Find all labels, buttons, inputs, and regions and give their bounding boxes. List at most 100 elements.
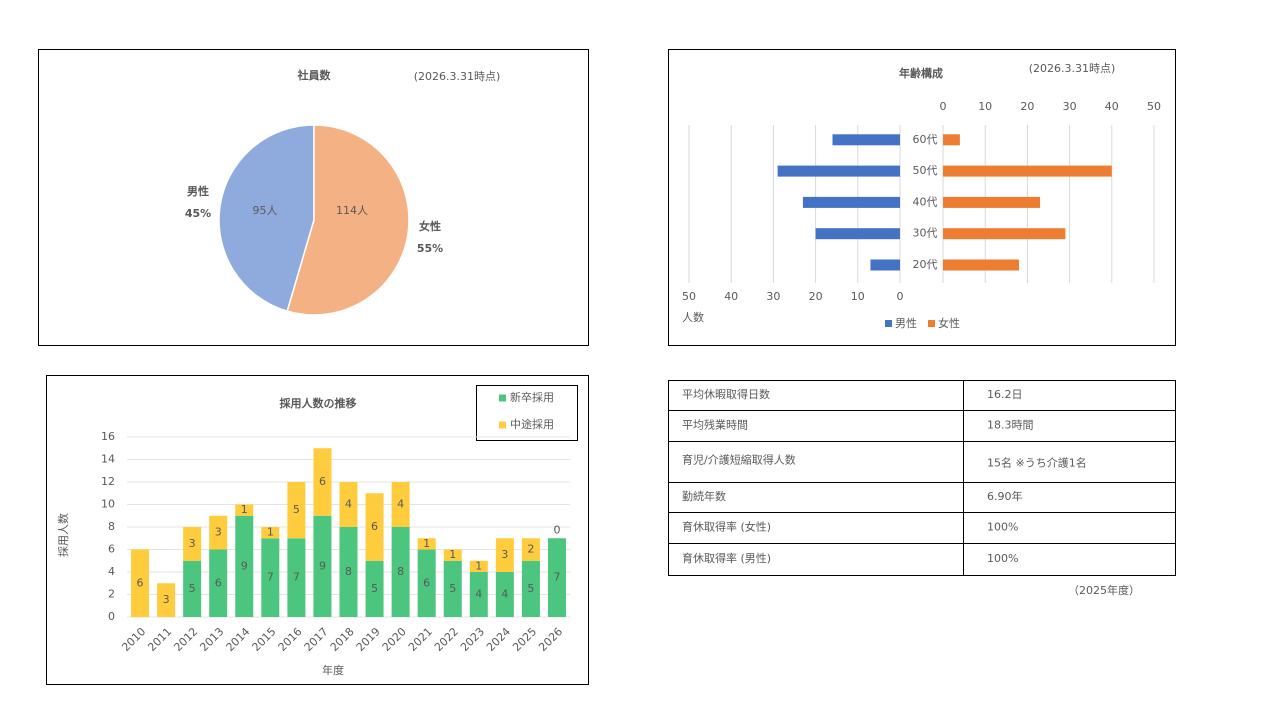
bar-value-label: 4 xyxy=(397,498,404,511)
y-axis-label: 採用人数 xyxy=(56,513,70,557)
bar-segment xyxy=(495,538,514,572)
x-tick-label: 40 xyxy=(1105,100,1119,113)
category-label: 60代 xyxy=(913,133,938,146)
bar xyxy=(943,196,1041,208)
bar xyxy=(943,228,1066,240)
x-tick-label: 10 xyxy=(851,290,865,303)
bar-value-label: 7 xyxy=(267,571,274,584)
category-label: 30代 xyxy=(913,227,938,240)
bar-value-label: 1 xyxy=(267,526,274,539)
x-tick-label: 2024 xyxy=(484,625,513,654)
slice-category-label: 女性 xyxy=(419,219,441,233)
bar xyxy=(943,134,960,146)
table-label: 育児/介護短縮取得人数 xyxy=(682,453,796,467)
x-tick-label: 2013 xyxy=(197,625,226,654)
chart-title: 採用人数の推移 xyxy=(280,396,357,410)
bar-segment xyxy=(235,504,254,516)
x-tick-label: 0 xyxy=(897,290,904,303)
x-tick-label: 2015 xyxy=(250,625,279,654)
slice-percent-label: 55% xyxy=(417,242,443,255)
bar-segment xyxy=(365,560,384,617)
legend-frame xyxy=(476,385,578,441)
chart-subtitle: (2026.3.31時点) xyxy=(1029,62,1116,75)
x-tick-label: 2012 xyxy=(171,625,200,654)
bar-value-label: 4 xyxy=(501,588,508,601)
x-tick-label: 30 xyxy=(1063,100,1077,113)
bar-segment xyxy=(391,482,410,527)
table-value: 16.2日 xyxy=(987,388,1023,401)
bar xyxy=(832,134,900,146)
table-value: 18.3時間 xyxy=(987,419,1034,432)
bar-segment xyxy=(443,549,462,561)
x-tick-label: 50 xyxy=(1147,100,1161,113)
bar-segment xyxy=(443,560,462,617)
bar-segment xyxy=(469,560,488,572)
category-label: 20代 xyxy=(913,258,938,271)
x-tick-label: 0 xyxy=(940,100,947,113)
bar-value-label: 8 xyxy=(397,565,404,578)
x-tick-label: 30 xyxy=(766,290,780,303)
bar-value-label: 4 xyxy=(475,588,482,601)
chart-title: 年齢構成 xyxy=(899,66,943,80)
bar-segment xyxy=(183,527,202,561)
bar-value-label: 9 xyxy=(241,559,248,572)
bar-value-label: 5 xyxy=(449,582,456,595)
bar-value-label: 6 xyxy=(137,576,144,589)
table-label: 平均休暇取得日数 xyxy=(682,388,770,401)
bar-value-label: 8 xyxy=(345,565,352,578)
table-label: 育休取得率 (男性) xyxy=(682,551,771,565)
y-tick-label: 16 xyxy=(101,430,115,443)
y-tick-label: 0 xyxy=(108,610,115,623)
x-tick-label: 2025 xyxy=(510,625,539,654)
bar-segment xyxy=(417,538,436,550)
x-tick-label: 2022 xyxy=(432,625,461,654)
x-tick-label: 2021 xyxy=(406,625,435,654)
x-tick-label: 2010 xyxy=(119,625,148,654)
bar-value-label: 5 xyxy=(293,503,300,516)
legend-swatch xyxy=(885,320,892,327)
x-tick-label: 2014 xyxy=(224,625,253,654)
slice-value-label: 95人 xyxy=(253,204,278,217)
table-cell xyxy=(963,543,1176,576)
slice-percent-label: 45% xyxy=(185,207,211,220)
pie-slice xyxy=(286,124,410,316)
bar-segment xyxy=(547,538,566,617)
x-tick-label: 50 xyxy=(682,290,696,303)
chart-title: 社員数 xyxy=(297,68,332,82)
bar xyxy=(777,165,900,177)
x-tick-label: 20 xyxy=(1020,100,1034,113)
table-label: 平均残業時間 xyxy=(682,418,748,432)
slice-category-label: 男性 xyxy=(187,184,209,198)
bar-segment xyxy=(495,572,514,617)
x-tick-label: 2026 xyxy=(536,625,565,654)
bar-segment xyxy=(521,538,540,561)
bar-value-label: 2 xyxy=(527,543,534,556)
x-tick-label: 10 xyxy=(978,100,992,113)
y-tick-label: 8 xyxy=(108,520,115,533)
x-tick-label: 2023 xyxy=(458,625,487,654)
bar xyxy=(943,259,1019,271)
bar-value-label: 6 xyxy=(423,576,430,589)
age-frame xyxy=(668,49,1176,346)
bar-segment xyxy=(339,527,358,617)
bar-value-label: 7 xyxy=(293,571,300,584)
x-tick-label: 2018 xyxy=(328,625,357,654)
bar-segment xyxy=(235,515,254,617)
y-tick-label: 6 xyxy=(108,543,115,556)
bar-segment xyxy=(209,549,228,617)
y-tick-label: 4 xyxy=(108,565,115,578)
x-tick-label: 2016 xyxy=(276,625,305,654)
legend-swatch xyxy=(499,421,506,429)
bar-segment xyxy=(209,515,228,550)
bar-segment xyxy=(157,583,176,617)
bar-segment xyxy=(365,493,384,561)
x-tick-label: 20 xyxy=(809,290,823,303)
bar-value-label: 5 xyxy=(371,582,378,595)
legend-label: 男性 xyxy=(895,316,917,330)
table-value: 100% xyxy=(987,521,1018,534)
chart-subtitle: (2026.3.31時点) xyxy=(414,70,501,83)
x-tick-label: 2017 xyxy=(302,625,331,654)
bar-segment xyxy=(131,549,150,617)
bar-value-label: 7 xyxy=(553,571,560,584)
